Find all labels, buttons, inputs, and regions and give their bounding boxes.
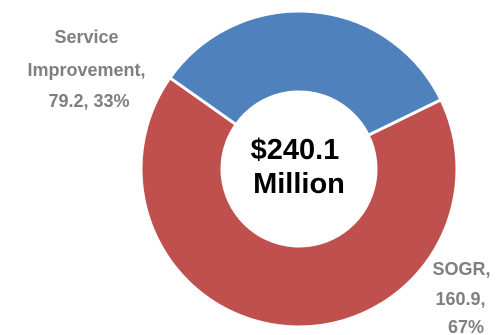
slice-label-line: SOGR, xyxy=(432,259,490,279)
slices-layer xyxy=(139,9,459,329)
slice-label-line: Improvement, xyxy=(27,60,145,80)
center-label: $240.1 Million xyxy=(251,134,348,200)
slice-label-service-improvement: Service Improvement, 79.2, 33% xyxy=(27,27,150,111)
slice-label-line: Service xyxy=(54,27,118,47)
slice-label-line: 160.9, xyxy=(435,289,485,309)
donut-hole xyxy=(222,92,376,246)
center-label-unit: Million xyxy=(253,168,345,200)
slice-label-line: 79.2, 33% xyxy=(48,91,129,111)
center-label-amount: $240.1 xyxy=(251,134,340,166)
slice-label-sogr: SOGR, 160.9, 67% xyxy=(432,259,495,335)
slice-label-line: 67% xyxy=(448,317,484,335)
slice-service-improvement xyxy=(167,9,444,138)
